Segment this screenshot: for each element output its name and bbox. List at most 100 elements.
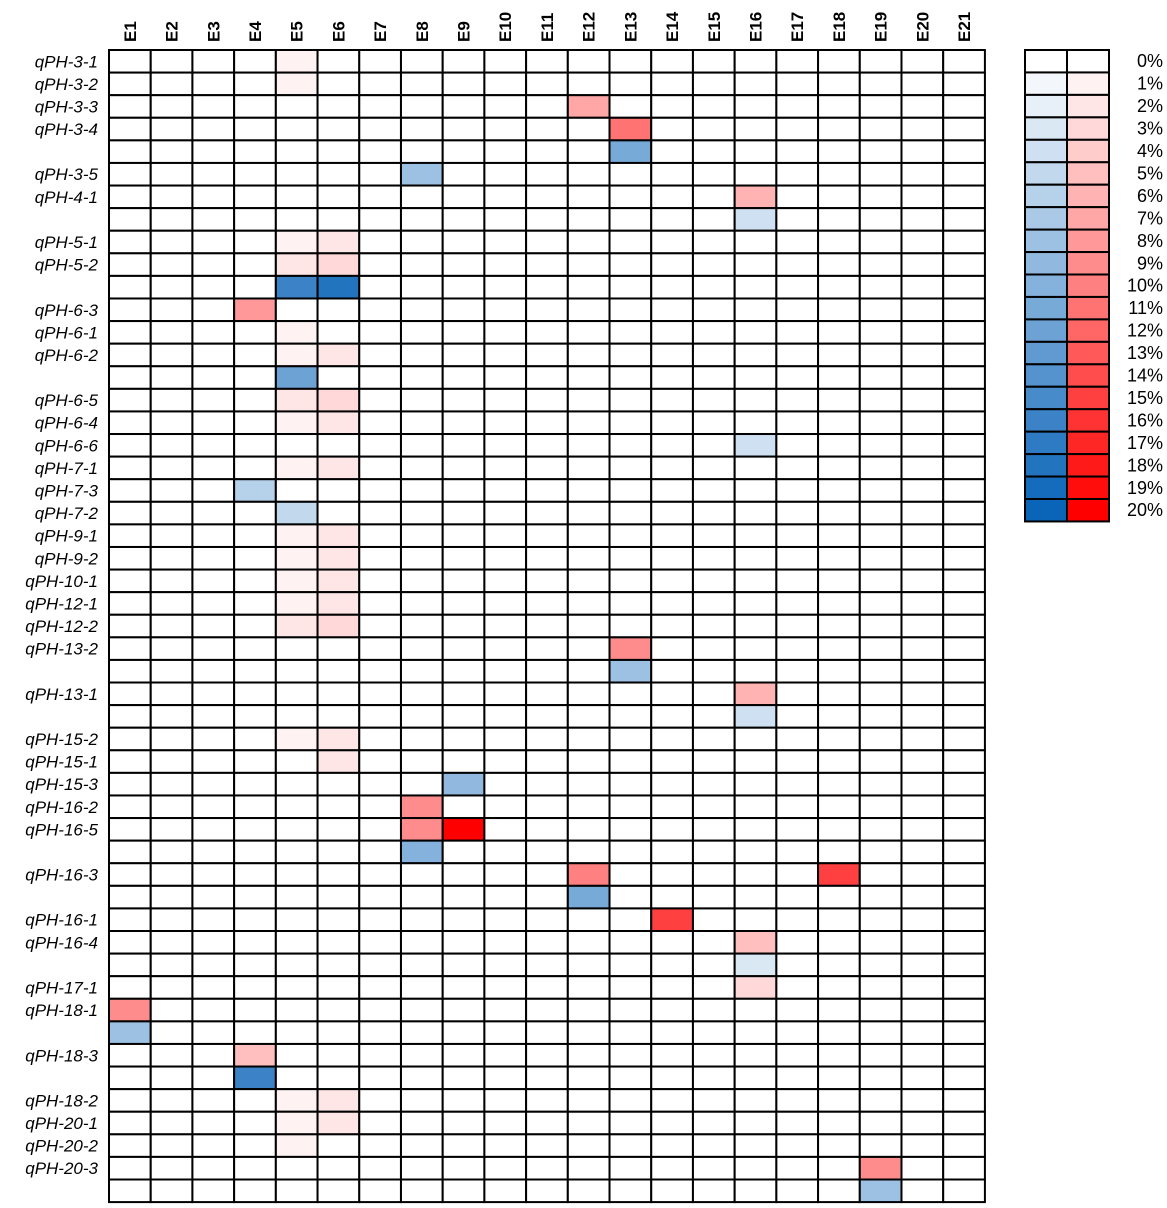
heatmap-cell [316, 1065, 361, 1091]
heatmap-cell [566, 839, 611, 865]
heatmap-cell [108, 1065, 152, 1091]
heatmap-cell [525, 862, 569, 887]
heatmap-cell [149, 930, 194, 955]
heatmap-cell [274, 297, 319, 323]
heatmap-cell [233, 139, 277, 164]
heatmap-cell [775, 997, 820, 1023]
heatmap-cell [817, 161, 861, 187]
heatmap-cell [233, 1088, 277, 1113]
column-label: E16 [747, 12, 766, 42]
heatmap-cell [399, 681, 444, 707]
heatmap-cell [483, 704, 528, 729]
heatmap-cell [942, 433, 986, 458]
heatmap-cell [817, 342, 861, 368]
row-label: qPH-6-3 [35, 301, 99, 320]
heatmap-cell [775, 229, 820, 255]
heatmap-cell [233, 907, 277, 933]
heatmap-cell [108, 94, 152, 119]
heatmap-cell-filled [316, 523, 361, 548]
heatmap-cell [191, 49, 236, 74]
heatmap-cell [942, 975, 986, 1000]
heatmap-cell [525, 907, 569, 933]
heatmap-cell [358, 297, 402, 323]
column-label: E7 [371, 21, 390, 42]
heatmap-cell [858, 49, 903, 74]
heatmap-cell [608, 749, 653, 774]
heatmap-cell [942, 817, 986, 842]
heatmap-cell [900, 139, 945, 164]
heatmap-cell [108, 455, 152, 481]
heatmap-cell [358, 568, 402, 594]
color-legend: 0% 1%2% 3%4%5% 6%7% 8%9% 10%11% 12%13% 14%15%16… [1024, 49, 1163, 523]
heatmap-cell [858, 342, 903, 368]
heatmap-cell [650, 1065, 694, 1091]
heatmap-cell [191, 997, 236, 1023]
heatmap-cell [441, 207, 486, 232]
heatmap-cell [775, 1065, 820, 1091]
heatmap-cell [566, 161, 611, 187]
heatmap-cell [483, 229, 528, 255]
heatmap-cell [149, 952, 194, 978]
heatmap-cell [650, 139, 694, 164]
heatmap-cell [483, 1155, 528, 1181]
heatmap-cell [441, 591, 486, 616]
heatmap-cell [191, 1042, 236, 1068]
heatmap-cell [191, 907, 236, 933]
heatmap-cell [441, 297, 486, 323]
legend-label: 19% [1127, 478, 1163, 498]
heatmap-cell [566, 817, 611, 842]
row-label: qPH-16-4 [25, 933, 98, 952]
heatmap-cell [108, 274, 152, 300]
heatmap-cell [942, 94, 986, 119]
legend-label: 9% [1137, 253, 1163, 273]
column-label: E9 [455, 21, 474, 42]
heatmap-cell-filled [316, 1088, 361, 1113]
heatmap-cell [650, 591, 694, 616]
heatmap-cell [817, 365, 861, 390]
heatmap-cell [942, 1155, 986, 1181]
heatmap-cell [483, 342, 528, 368]
heatmap-cell [691, 681, 736, 707]
heatmap-cell [316, 1133, 361, 1158]
heatmap-cell [149, 455, 194, 481]
heatmap-cell [942, 274, 986, 300]
heatmap-cell [608, 1133, 653, 1158]
heatmap-cell [108, 749, 152, 774]
row-label: qPH-5-1 [35, 233, 98, 252]
heatmap-cell [149, 636, 194, 661]
heatmap-cell [233, 726, 277, 752]
heatmap-cell [650, 184, 694, 210]
heatmap-cell [441, 545, 486, 571]
heatmap-cell [233, 704, 277, 729]
row-label: qPH-12-1 [25, 594, 98, 613]
heatmap-cell [858, 1133, 903, 1158]
legend-label: 8% [1137, 231, 1163, 251]
legend-swatch-positive [1066, 295, 1110, 321]
heatmap-cell [775, 71, 820, 97]
heatmap-cell [483, 545, 528, 571]
heatmap-cell [483, 726, 528, 752]
heatmap-cell [942, 794, 986, 820]
heatmap-cell [316, 952, 361, 978]
heatmap-cell [775, 1178, 820, 1204]
heatmap-cell [525, 704, 569, 729]
heatmap-cell [483, 613, 528, 639]
legend-swatch-positive [1066, 161, 1110, 186]
heatmap-cell [108, 523, 152, 548]
heatmap-cell [566, 704, 611, 729]
heatmap-cell [525, 930, 569, 955]
heatmap-cell [441, 139, 486, 164]
heatmap-cell [441, 1020, 486, 1045]
heatmap-cell [483, 478, 528, 503]
heatmap-cell [900, 704, 945, 729]
heatmap-cell [149, 184, 194, 210]
heatmap-cell [566, 975, 611, 1000]
heatmap-cell [441, 1042, 486, 1068]
heatmap-cell-filled [733, 207, 778, 232]
heatmap-cell [691, 591, 736, 616]
heatmap-cell [441, 410, 486, 436]
heatmap-cell [483, 410, 528, 436]
heatmap-cell [900, 410, 945, 436]
heatmap-cell [942, 207, 986, 232]
heatmap-cell [650, 1088, 694, 1113]
